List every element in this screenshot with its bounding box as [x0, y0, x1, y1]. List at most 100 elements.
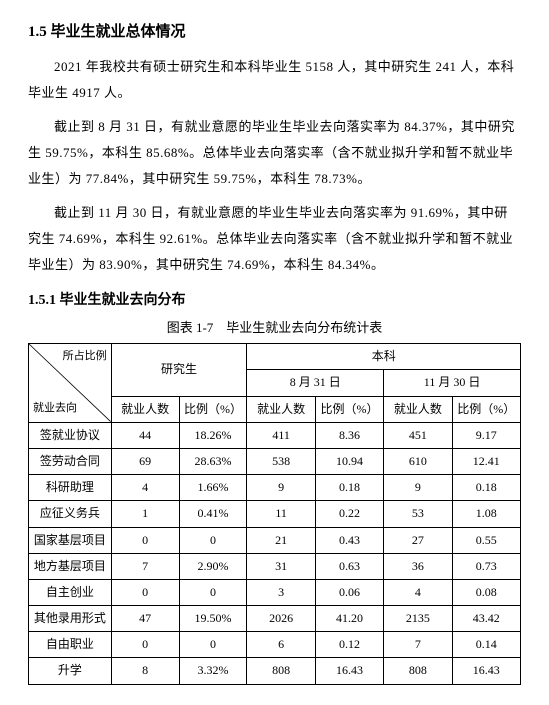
table-row: 地方基层项目72.90%310.63360.73: [29, 553, 521, 579]
table-row: 科研助理41.66%90.1890.18: [29, 475, 521, 501]
cell-u1-count: 808: [247, 658, 315, 684]
col-grad-pct: 比例（%）: [179, 396, 247, 422]
cell-grad-count: 1: [111, 501, 179, 527]
col-u1-count: 就业人数: [247, 396, 315, 422]
cell-grad-count: 7: [111, 553, 179, 579]
cell-grad-pct: 3.32%: [179, 658, 247, 684]
cell-u2-pct: 0.08: [452, 579, 520, 605]
cell-grad-count: 0: [111, 527, 179, 553]
cell-u1-pct: 0.18: [315, 475, 383, 501]
cell-grad-count: 0: [111, 632, 179, 658]
col-grad-count: 就业人数: [111, 396, 179, 422]
row-label: 签劳动合同: [29, 448, 112, 474]
cell-u2-count: 27: [384, 527, 452, 553]
col-u2-pct: 比例（%）: [452, 396, 520, 422]
row-label: 地方基层项目: [29, 553, 112, 579]
cell-u1-count: 21: [247, 527, 315, 553]
table-row: 签劳动合同6928.63%53810.9461012.41: [29, 448, 521, 474]
cell-u1-pct: 0.43: [315, 527, 383, 553]
cell-grad-pct: 18.26%: [179, 422, 247, 448]
paragraph-nov: 截止到 11 月 30 日，有就业意愿的毕业生毕业去向落实率为 91.69%，其…: [28, 200, 521, 278]
cell-u2-pct: 0.14: [452, 632, 520, 658]
cell-u2-pct: 43.42: [452, 606, 520, 632]
diag-bottom-label: 就业去向: [33, 400, 77, 418]
table-row: 升学83.32%80816.4380816.43: [29, 658, 521, 684]
cell-u1-count: 3: [247, 579, 315, 605]
cell-grad-count: 4: [111, 475, 179, 501]
paragraph-intro: 2021 年我校共有硕士研究生和本科毕业生 5158 人，其中研究生 241 人…: [28, 54, 521, 106]
cell-grad-pct: 0: [179, 527, 247, 553]
cell-grad-pct: 0: [179, 579, 247, 605]
diag-top-label: 所占比例: [63, 348, 107, 366]
col-group-undergrad: 本科: [247, 344, 521, 370]
cell-grad-count: 8: [111, 658, 179, 684]
cell-u2-pct: 1.08: [452, 501, 520, 527]
cell-u1-pct: 0.12: [315, 632, 383, 658]
cell-u2-pct: 0.73: [452, 553, 520, 579]
cell-u2-count: 610: [384, 448, 452, 474]
col-date-nov: 11 月 30 日: [384, 370, 521, 396]
row-label: 其他录用形式: [29, 606, 112, 632]
cell-u1-pct: 41.20: [315, 606, 383, 632]
cell-u1-pct: 10.94: [315, 448, 383, 474]
cell-u1-count: 6: [247, 632, 315, 658]
cell-u1-count: 411: [247, 422, 315, 448]
table-row: 国家基层项目00210.43270.55: [29, 527, 521, 553]
row-label: 自主创业: [29, 579, 112, 605]
cell-u2-count: 2135: [384, 606, 452, 632]
cell-u2-pct: 16.43: [452, 658, 520, 684]
section-heading: 1.5 毕业生就业总体情况: [28, 20, 521, 44]
cell-u2-pct: 0.18: [452, 475, 520, 501]
cell-u1-pct: 16.43: [315, 658, 383, 684]
cell-u1-count: 31: [247, 553, 315, 579]
col-date-aug: 8 月 31 日: [247, 370, 384, 396]
cell-grad-pct: 19.50%: [179, 606, 247, 632]
cell-grad-pct: 0: [179, 632, 247, 658]
paragraph-aug: 截止到 8 月 31 日，有就业意愿的毕业生毕业去向落实率为 84.37%，其中…: [28, 114, 521, 192]
table-row: 其他录用形式4719.50%202641.20213543.42: [29, 606, 521, 632]
cell-u2-count: 53: [384, 501, 452, 527]
cell-u1-pct: 0.06: [315, 579, 383, 605]
row-label: 应征义务兵: [29, 501, 112, 527]
diagonal-header: 所占比例 就业去向: [29, 344, 112, 423]
cell-u2-count: 36: [384, 553, 452, 579]
cell-grad-pct: 0.41%: [179, 501, 247, 527]
cell-u2-count: 4: [384, 579, 452, 605]
table-row: 签就业协议4418.26%4118.364519.17: [29, 422, 521, 448]
cell-u1-count: 11: [247, 501, 315, 527]
cell-grad-pct: 28.63%: [179, 448, 247, 474]
cell-u1-pct: 8.36: [315, 422, 383, 448]
table-row: 自由职业0060.1270.14: [29, 632, 521, 658]
cell-grad-count: 47: [111, 606, 179, 632]
table-row: 应征义务兵10.41%110.22531.08: [29, 501, 521, 527]
row-label: 国家基层项目: [29, 527, 112, 553]
cell-u1-pct: 0.22: [315, 501, 383, 527]
col-group-grad: 研究生: [111, 344, 247, 396]
cell-grad-count: 44: [111, 422, 179, 448]
cell-u2-pct: 0.55: [452, 527, 520, 553]
col-u1-pct: 比例（%）: [315, 396, 383, 422]
cell-u2-count: 451: [384, 422, 452, 448]
subsection-heading: 1.5.1 毕业生就业去向分布: [28, 290, 521, 312]
employment-table: 所占比例 就业去向 研究生 本科 8 月 31 日 11 月 30 日 就业人数…: [28, 343, 521, 684]
cell-u1-count: 538: [247, 448, 315, 474]
cell-u2-pct: 12.41: [452, 448, 520, 474]
cell-grad-pct: 1.66%: [179, 475, 247, 501]
table-row: 自主创业0030.0640.08: [29, 579, 521, 605]
table-caption: 图表 1-7 毕业生就业去向分布统计表: [28, 318, 521, 339]
cell-u2-pct: 9.17: [452, 422, 520, 448]
cell-grad-count: 69: [111, 448, 179, 474]
cell-u2-count: 808: [384, 658, 452, 684]
row-label: 科研助理: [29, 475, 112, 501]
cell-grad-count: 0: [111, 579, 179, 605]
row-label: 签就业协议: [29, 422, 112, 448]
cell-u2-count: 9: [384, 475, 452, 501]
row-label: 升学: [29, 658, 112, 684]
cell-u1-count: 2026: [247, 606, 315, 632]
col-u2-count: 就业人数: [384, 396, 452, 422]
cell-grad-pct: 2.90%: [179, 553, 247, 579]
cell-u1-pct: 0.63: [315, 553, 383, 579]
cell-u2-count: 7: [384, 632, 452, 658]
row-label: 自由职业: [29, 632, 112, 658]
cell-u1-count: 9: [247, 475, 315, 501]
